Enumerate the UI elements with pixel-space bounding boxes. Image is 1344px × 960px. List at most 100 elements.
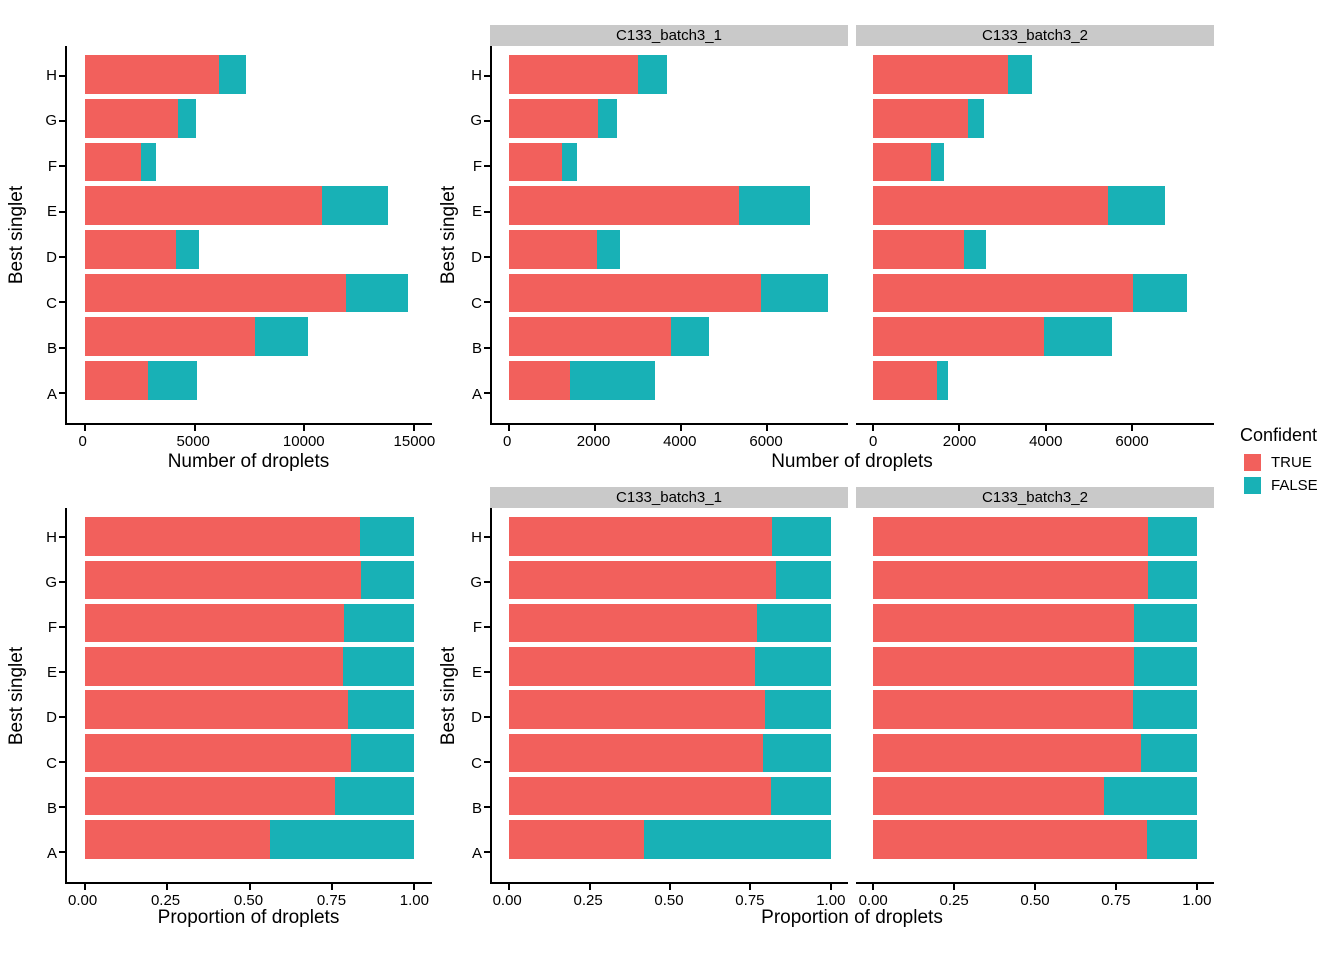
y-tick — [59, 626, 65, 629]
panel-props-all — [59, 508, 432, 890]
stacked-bar-G — [873, 99, 985, 138]
bar-segment-true — [873, 186, 1109, 226]
stacked-bar-E — [84, 647, 415, 686]
bar-segment-false — [322, 186, 388, 226]
y-tick — [59, 536, 65, 539]
bar-row-F — [492, 140, 848, 184]
bar-segment-false — [1148, 517, 1197, 556]
y-tick — [59, 851, 65, 854]
legend-label-true: TRUE — [1271, 454, 1312, 471]
x-tick — [1195, 884, 1198, 890]
legend-title: Confident — [1240, 425, 1318, 445]
bar-row-G — [856, 558, 1214, 601]
bar-row-D — [856, 688, 1214, 731]
y-category-label: H — [471, 66, 482, 84]
bar-row-D — [67, 688, 432, 731]
y-tick — [59, 119, 65, 122]
y-category-label: D — [471, 249, 482, 266]
stacked-bar-C — [509, 273, 829, 313]
x-tick — [872, 884, 875, 890]
bar-segment-true — [873, 603, 1134, 643]
bar-row-D — [492, 688, 848, 731]
bar-segment-false — [1146, 820, 1197, 859]
bar-row-A — [856, 818, 1214, 861]
y-category-label: H — [471, 528, 482, 546]
x-tick — [303, 425, 306, 431]
y-tick — [484, 536, 490, 539]
y-category-label: A — [46, 844, 57, 862]
bar-row-B — [492, 315, 848, 359]
x-tick-label: 6000 — [1115, 433, 1149, 450]
bar-segment-false — [643, 820, 831, 859]
stacked-bar-E — [509, 647, 831, 686]
bar-row-A — [67, 358, 432, 402]
bar-segment-false — [936, 360, 949, 400]
bar-segment-true — [84, 55, 220, 95]
y-axis-labels-counts-facets: H G F E D C B A — [425, 46, 482, 425]
stacked-bar-D — [84, 229, 199, 269]
bar-segment-false — [175, 229, 199, 269]
bar-row-H — [67, 515, 432, 558]
x-tick — [1044, 425, 1047, 431]
y-category-label: F — [47, 618, 57, 636]
stacked-bar-F — [873, 603, 1197, 643]
bar-segment-false — [770, 776, 831, 816]
y-tick — [484, 74, 490, 77]
y-tick — [59, 346, 65, 349]
bar-segment-true — [873, 360, 937, 400]
y-tick — [484, 626, 490, 629]
y-tick — [484, 255, 490, 258]
stacked-bar-E — [873, 186, 1165, 226]
bar-row-H — [856, 515, 1214, 558]
bar-row-E — [492, 184, 848, 228]
bar-row-B — [856, 315, 1214, 359]
stacked-bar-F — [873, 142, 945, 182]
x-tick — [1034, 884, 1036, 890]
panel-props-batch3-2 — [856, 508, 1214, 890]
y-tick — [484, 851, 490, 854]
x-axis-title-props-all: Proportion of droplets — [65, 906, 432, 930]
y-category-label: D — [46, 709, 57, 727]
bar-row-C — [492, 731, 848, 774]
y-category-label: D — [46, 249, 57, 266]
x-tick-label: 4000 — [663, 433, 697, 450]
bar-row-H — [856, 53, 1214, 97]
bar-row-B — [67, 775, 432, 818]
stacked-bar-E — [509, 186, 811, 226]
y-tick — [59, 671, 65, 674]
bar-segment-true — [84, 820, 271, 859]
bar-segment-false — [771, 517, 831, 556]
bar-row-G — [492, 97, 848, 141]
stacked-bar-B — [84, 776, 415, 816]
y-tick — [59, 165, 65, 168]
y-category-label: C — [471, 294, 482, 312]
x-tick — [193, 425, 196, 431]
x-tick-label: 1.00 — [816, 892, 846, 909]
bar-row-C — [856, 731, 1214, 774]
x-tick-label: 0.50 — [654, 892, 684, 909]
y-category-label: G — [470, 573, 482, 591]
bar-segment-false — [270, 820, 415, 859]
stacked-bar-F — [509, 603, 831, 643]
y-category-label: H — [46, 66, 57, 84]
stacked-bar-B — [873, 317, 1112, 356]
y-tick — [484, 391, 490, 394]
bar-segment-true — [509, 733, 763, 773]
stacked-bar-F — [509, 142, 578, 182]
y-category-label: E — [471, 203, 482, 221]
bar-row-H — [492, 53, 848, 97]
x-axis-title-counts-facets: Number of droplets — [490, 450, 1214, 474]
x-tick — [166, 884, 168, 890]
bar-segment-true — [509, 55, 638, 95]
facet-strip-batch3-2-counts: C133_batch3_2 — [856, 25, 1214, 46]
bar-segment-true — [84, 690, 348, 729]
bar-segment-true — [84, 733, 352, 773]
y-category-label: A — [471, 844, 482, 862]
stacked-bar-C — [84, 733, 415, 773]
bar-row-E — [856, 645, 1214, 688]
facet-strip-label: C133_batch3_2 — [982, 489, 1088, 506]
bar-segment-true — [873, 517, 1149, 556]
bar-segment-false — [1134, 647, 1197, 686]
bar-row-D — [492, 228, 848, 272]
bar-segment-true — [509, 647, 755, 686]
